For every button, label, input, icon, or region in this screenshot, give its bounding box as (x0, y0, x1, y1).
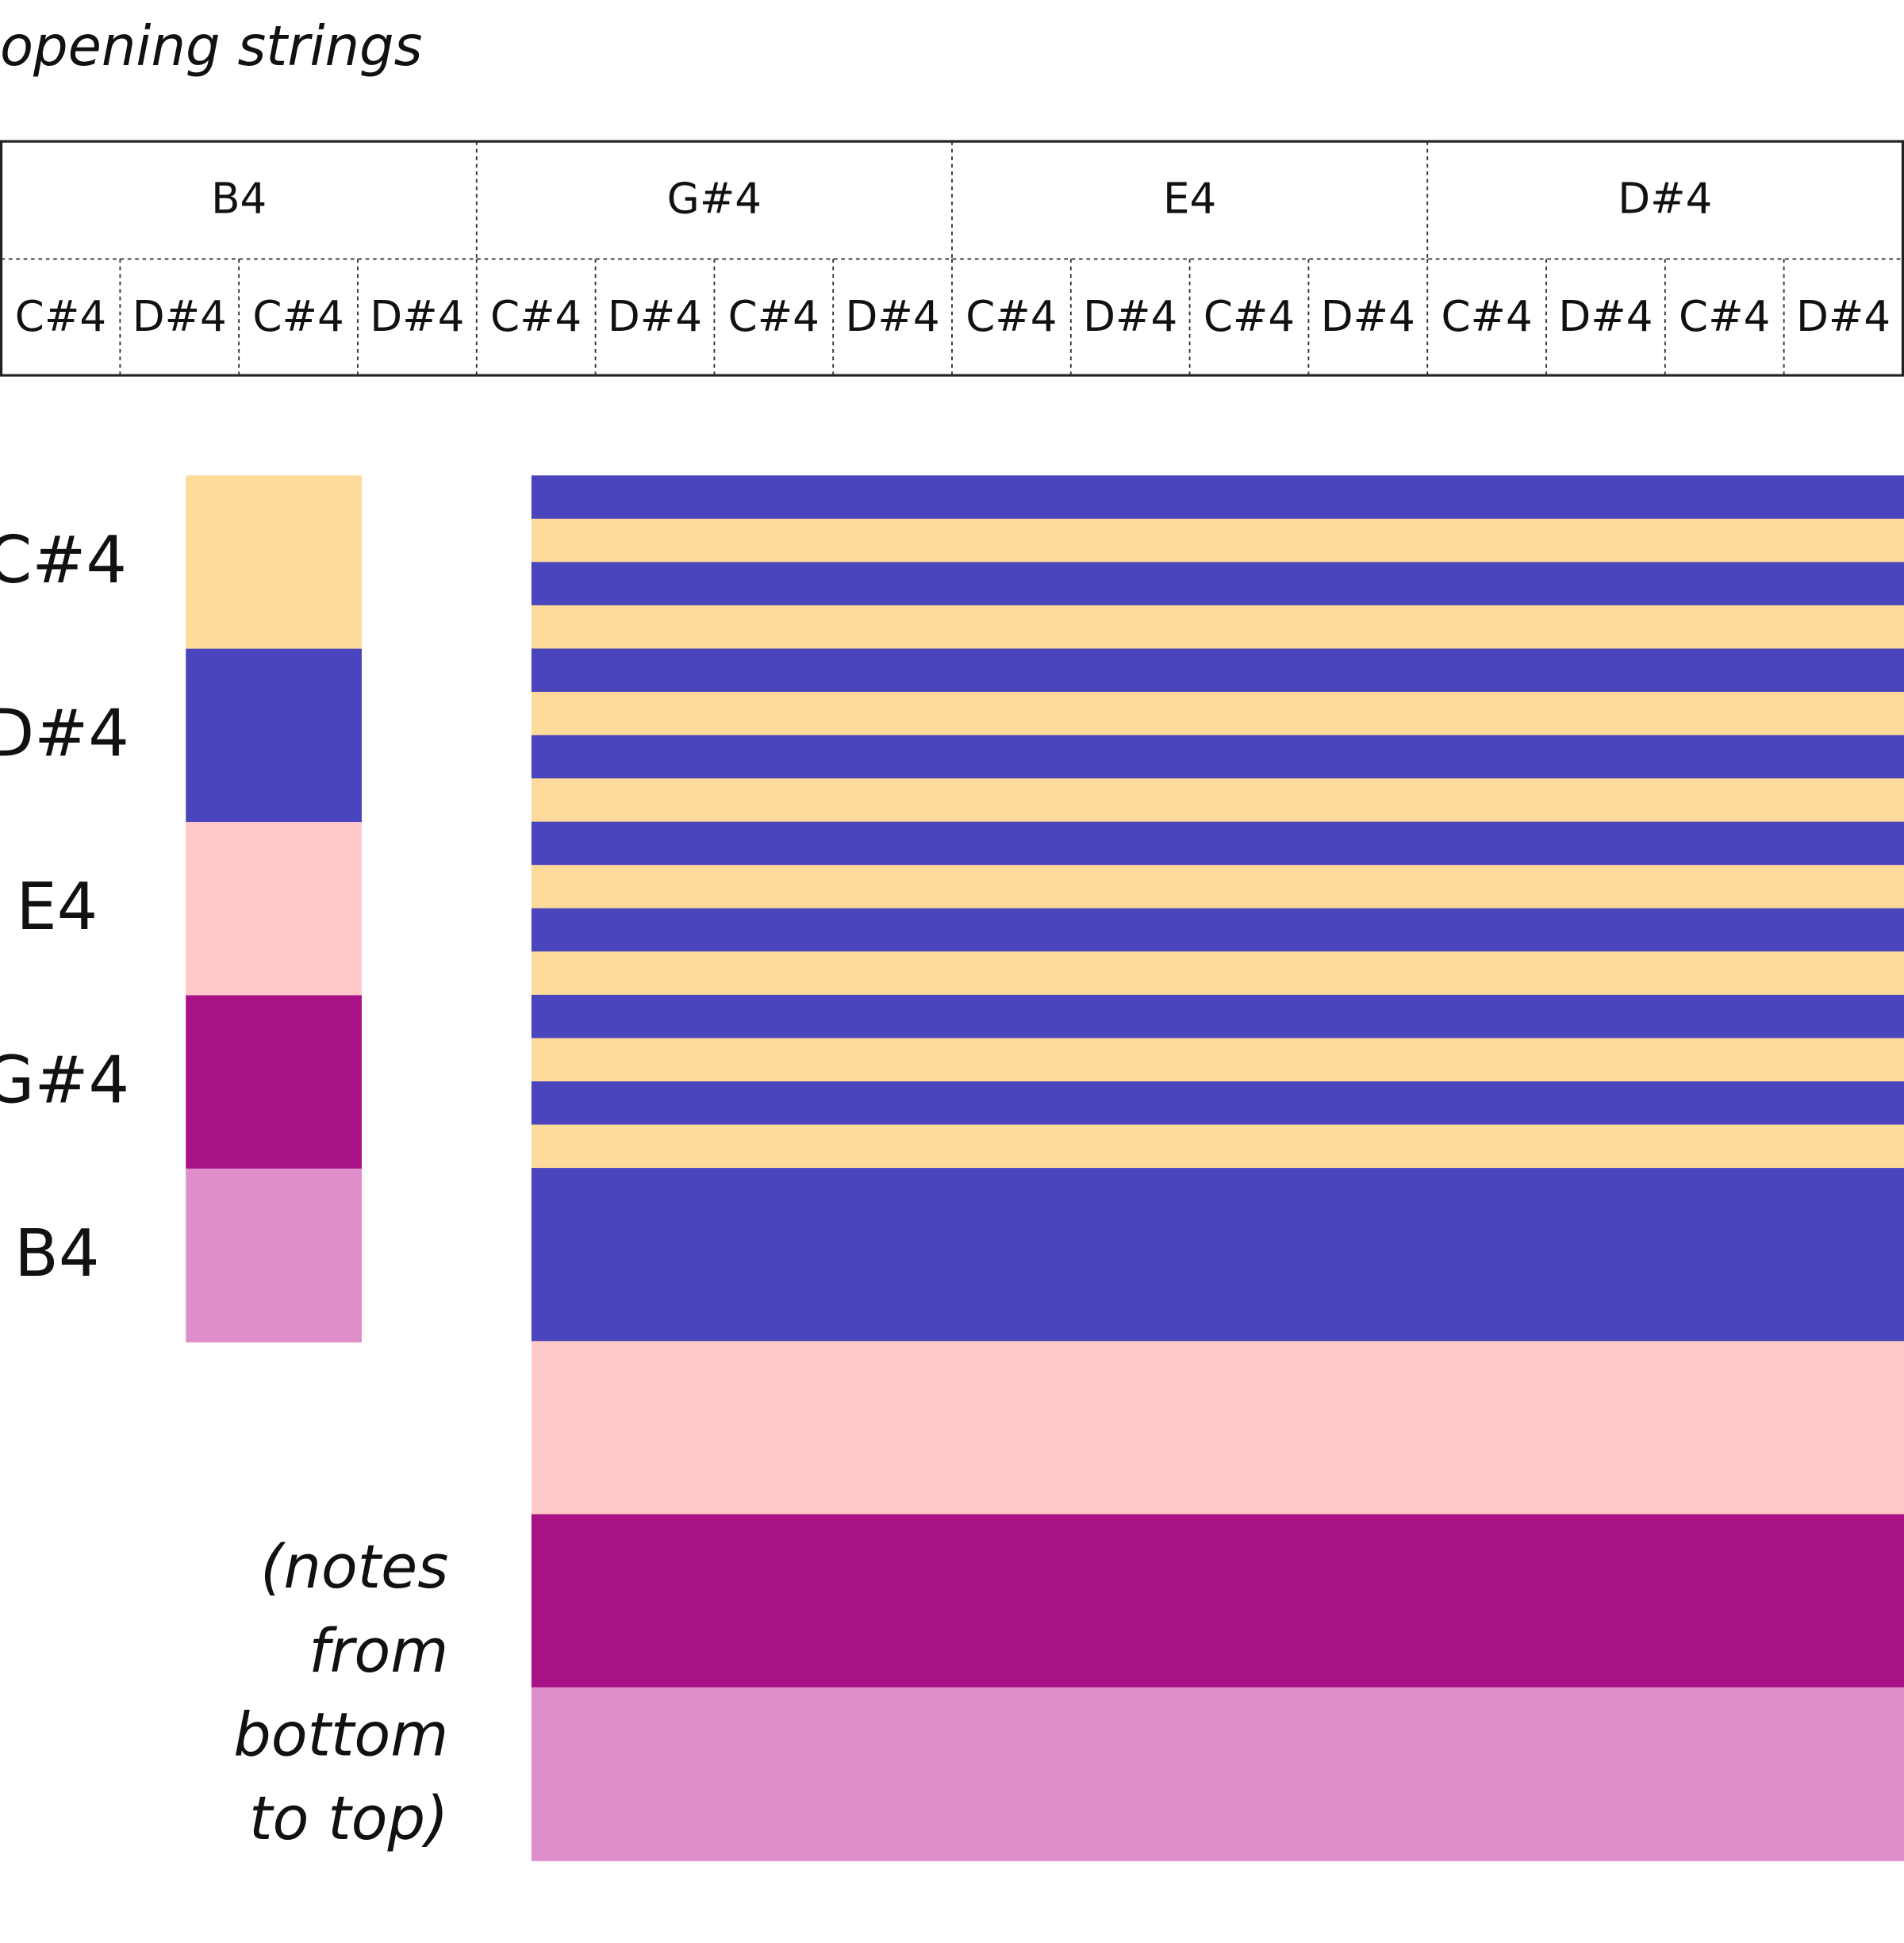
header-top-label: D#4 (1618, 173, 1712, 223)
stripe (531, 1384, 1904, 1429)
stripe (531, 1773, 1904, 1818)
header-top-label: G#4 (667, 173, 762, 223)
stripe (531, 1168, 1904, 1212)
header-bottom-label: C#4 (15, 291, 106, 341)
stripe (531, 1817, 1904, 1861)
legend-swatch (186, 995, 362, 1169)
stripe (531, 1687, 1904, 1732)
stripe (531, 692, 1904, 736)
stripe (531, 865, 1904, 909)
header-top-label: E4 (1163, 173, 1216, 223)
legend-label: E4 (16, 870, 98, 945)
stripe (531, 1081, 1904, 1126)
header-bottom-label: D#4 (132, 291, 227, 341)
legend-swatch (186, 1168, 362, 1343)
note-line: from (309, 1616, 448, 1686)
stripe (531, 1427, 1904, 1472)
header-bottom-label: D#4 (1321, 291, 1415, 341)
stripe (531, 518, 1904, 563)
stripe (531, 951, 1904, 996)
legend-label: C#4 (0, 523, 127, 598)
header-bottom-label: D#4 (1558, 291, 1653, 341)
note-line: (notes (260, 1532, 448, 1602)
stripe (531, 735, 1904, 780)
stripe (531, 475, 1904, 520)
stripe (531, 821, 1904, 866)
note-line: bottom (233, 1699, 448, 1769)
stripe (531, 778, 1904, 823)
stripe (531, 648, 1904, 693)
stripe (531, 562, 1904, 606)
legend-label: D#4 (0, 696, 129, 771)
stripe (531, 1038, 1904, 1082)
title: opening strings (0, 15, 422, 79)
stripe (531, 1600, 1904, 1645)
stripe (531, 1341, 1904, 1385)
stripe (531, 1124, 1904, 1169)
header-bottom-label: C#4 (1441, 291, 1532, 341)
stripe (531, 1254, 1904, 1299)
header-bottom-label: C#4 (1679, 291, 1770, 341)
stripe (531, 605, 1904, 650)
note-line: to top) (249, 1784, 448, 1853)
stripe (531, 994, 1904, 1039)
header-bottom-label: C#4 (1203, 291, 1295, 341)
header-bottom-label: C#4 (252, 291, 344, 341)
stripe (531, 1297, 1904, 1342)
stripe (531, 1470, 1904, 1515)
header-bottom-label: D#4 (1083, 291, 1177, 341)
stripe (531, 1644, 1904, 1688)
stripe (531, 1514, 1904, 1558)
legend-swatch (186, 475, 362, 650)
stripe (531, 1557, 1904, 1602)
legend-swatch (186, 822, 362, 996)
header-bottom-label: D#4 (1796, 291, 1891, 341)
legend-label: G#4 (0, 1043, 129, 1118)
header-bottom-label: D#4 (846, 291, 940, 341)
stripe (531, 1211, 1904, 1256)
header-bottom-label: D#4 (370, 291, 464, 341)
stripe (531, 1730, 1904, 1775)
stripe (531, 908, 1904, 953)
header-bottom-label: C#4 (965, 291, 1057, 341)
legend-swatch (186, 648, 362, 823)
header-bottom-label: C#4 (728, 291, 820, 341)
header-bottom-label: D#4 (608, 291, 702, 341)
header-bottom-label: C#4 (490, 291, 582, 341)
header-top-label: B4 (211, 173, 267, 223)
legend-label: B4 (14, 1215, 99, 1291)
